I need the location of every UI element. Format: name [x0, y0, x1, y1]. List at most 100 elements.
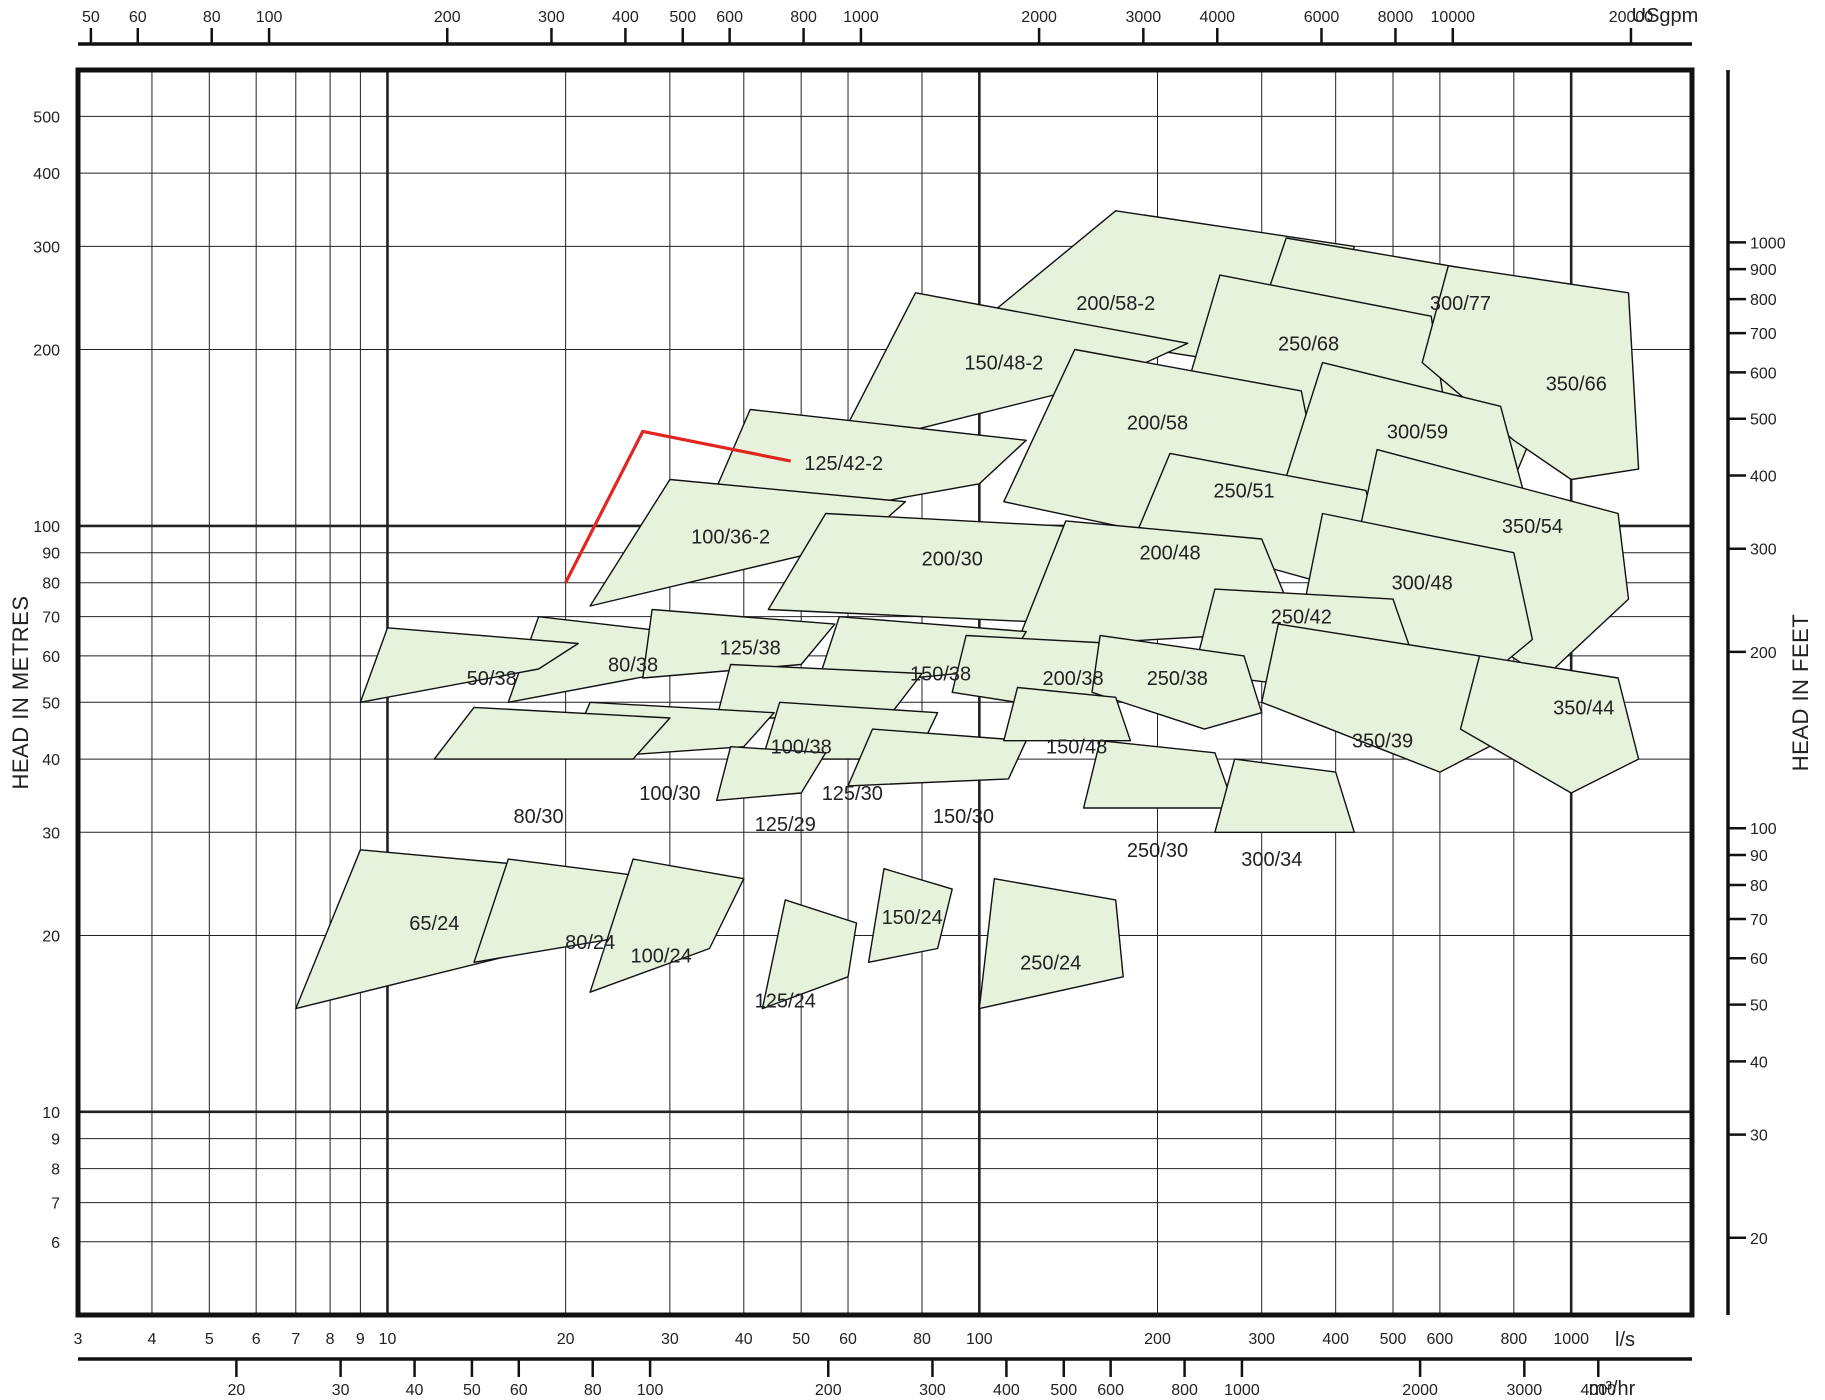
unit-label-usgpm: USgpm	[1632, 5, 1699, 27]
pump-label: 100/38	[771, 737, 832, 759]
tick-label-usgpm: 4000	[1199, 9, 1235, 26]
pump-label: 100/30	[639, 783, 700, 805]
tick-label-ls: 3	[74, 1331, 83, 1348]
tick-label-head-m: 50	[42, 695, 60, 712]
pump-label: 150/38	[910, 663, 971, 685]
tick-label-usgpm: 10000	[1431, 9, 1476, 26]
pump-region	[761, 899, 858, 1010]
pump-label: 250/30	[1127, 840, 1188, 862]
tick-label-head-m: 30	[42, 825, 60, 842]
pump-label: 65/24	[409, 913, 459, 935]
pump-label: 350/44	[1553, 697, 1614, 719]
tick-label-head-ft: 30	[1750, 1128, 1768, 1145]
pump-label: 200/58	[1127, 413, 1188, 435]
tick-label-m3hr: 40	[406, 1382, 424, 1399]
tick-label-ls: 1000	[1553, 1331, 1589, 1348]
tick-label-head-ft: 70	[1750, 912, 1768, 929]
tick-label-usgpm: 2000	[1021, 9, 1057, 26]
pump-region	[1091, 634, 1263, 730]
tick-label-head-m: 70	[42, 610, 60, 627]
tick-label-ls: 9	[356, 1331, 365, 1348]
tick-label-ls: 300	[1248, 1331, 1275, 1348]
pump-label: 125/29	[755, 814, 816, 836]
pump-label: 80/30	[514, 806, 564, 828]
tick-label-m3hr: 1000	[1224, 1382, 1260, 1399]
pump-region	[589, 478, 907, 607]
pump-region	[847, 728, 1027, 787]
pump-label: 200/30	[922, 548, 983, 570]
tick-label-head-ft: 80	[1750, 878, 1768, 895]
tick-label-head-ft: 1000	[1750, 235, 1786, 252]
pump-region	[589, 858, 745, 993]
axis-title-head-ft: HEAD IN FEET	[1788, 614, 1813, 772]
tick-label-ls: 8	[326, 1331, 335, 1348]
tick-label-m3hr: 200	[815, 1382, 842, 1399]
tick-label-usgpm: 800	[790, 9, 817, 26]
tick-label-head-m: 10	[42, 1105, 60, 1122]
pump-region	[834, 292, 1189, 451]
tick-label-usgpm: 600	[716, 9, 743, 26]
pump-label: 300/34	[1241, 849, 1302, 871]
pump-label: 125/24	[755, 990, 816, 1012]
tick-label-head-m: 6	[51, 1235, 60, 1252]
tick-label-ls: 200	[1144, 1331, 1171, 1348]
tick-label-ls: 4	[147, 1331, 156, 1348]
tick-label-head-ft: 50	[1750, 998, 1768, 1015]
tick-label-head-m: 400	[33, 166, 60, 183]
tick-label-head-ft: 400	[1750, 468, 1777, 485]
pump-label: 80/38	[608, 655, 658, 677]
tick-label-head-ft: 900	[1750, 262, 1777, 279]
pump-label: 125/30	[822, 783, 883, 805]
tick-label-m3hr: 300	[919, 1382, 946, 1399]
tick-label-head-m: 7	[51, 1196, 60, 1213]
tick-label-usgpm: 8000	[1378, 9, 1414, 26]
pump-label: 50/38	[467, 668, 517, 690]
tick-label-head-m: 200	[33, 343, 60, 360]
pump-label: 100/36-2	[691, 526, 770, 548]
pump-label: 125/38	[720, 638, 781, 660]
pump-label: 300/77	[1430, 293, 1491, 315]
pump-region	[433, 706, 671, 760]
tick-label-head-ft: 600	[1750, 365, 1777, 382]
tick-label-m3hr: 50	[463, 1382, 481, 1399]
tick-label-head-ft: 20	[1750, 1231, 1768, 1248]
tick-label-head-ft: 40	[1750, 1054, 1768, 1071]
tick-label-m3hr: 20	[227, 1382, 245, 1399]
pump-label: 200/48	[1139, 543, 1200, 565]
tick-label-m3hr: 4000	[1580, 1382, 1616, 1399]
tick-label-head-m: 300	[33, 239, 60, 256]
pump-label: 250/24	[1020, 952, 1081, 974]
tick-label-m3hr: 800	[1171, 1382, 1198, 1399]
pump-region	[867, 868, 953, 963]
tick-label-ls: 20	[557, 1331, 575, 1348]
pump-label: 250/42	[1271, 607, 1332, 629]
tick-label-m3hr: 3000	[1507, 1382, 1543, 1399]
tick-label-usgpm: 100	[256, 9, 283, 26]
tick-label-ls: 6	[252, 1331, 261, 1348]
pump-region	[1421, 265, 1640, 481]
tick-label-ls: 40	[735, 1331, 753, 1348]
pump-label: 350/39	[1352, 731, 1413, 753]
tick-label-ls: 600	[1427, 1331, 1454, 1348]
tick-label-m3hr: 100	[637, 1382, 664, 1399]
tick-label-ls: 400	[1322, 1331, 1349, 1348]
tick-label-m3hr: 500	[1050, 1382, 1077, 1399]
tick-label-m3hr: 400	[993, 1382, 1020, 1399]
pump-label: 80/24	[565, 932, 615, 954]
pump-label: 250/38	[1147, 668, 1208, 690]
tick-label-ls: 80	[913, 1331, 931, 1348]
tick-label-head-m: 9	[51, 1132, 60, 1149]
tick-label-usgpm: 20000	[1609, 9, 1654, 26]
pump-region	[1003, 686, 1132, 742]
tick-label-ls: 100	[966, 1331, 993, 1348]
tick-label-usgpm: 400	[612, 9, 639, 26]
tick-label-head-m: 60	[42, 649, 60, 666]
tick-label-head-ft: 800	[1750, 292, 1777, 309]
tick-label-m3hr: 30	[332, 1382, 350, 1399]
tick-label-head-m: 90	[42, 546, 60, 563]
tick-label-usgpm: 1000	[843, 9, 879, 26]
tick-label-ls: 50	[792, 1331, 810, 1348]
pump-label: 250/51	[1213, 480, 1274, 502]
